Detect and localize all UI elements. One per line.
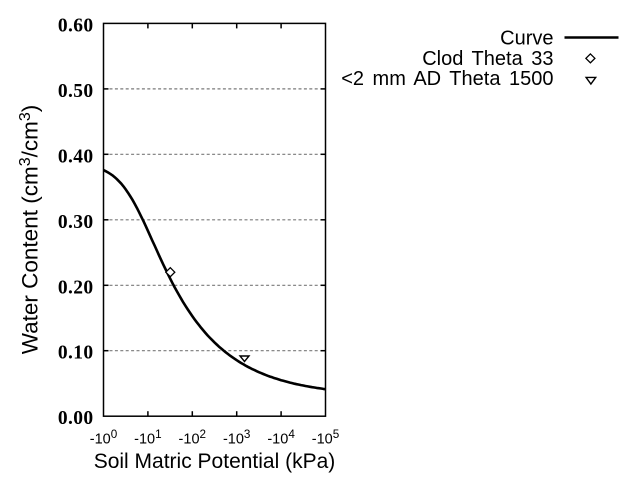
svg-text:0.00: 0.00: [58, 408, 94, 429]
svg-text:0.40: 0.40: [58, 146, 94, 167]
svg-text:-101: -101: [134, 428, 161, 448]
svg-text:0.20: 0.20: [58, 277, 94, 298]
svg-text:0.10: 0.10: [58, 343, 94, 364]
svg-text:-103: -103: [223, 428, 250, 448]
svg-text:Water Content (cm3/cm3): Water Content (cm3/cm3): [17, 105, 43, 355]
svg-text:Curve: Curve: [500, 28, 553, 50]
svg-text:0.30: 0.30: [58, 212, 94, 233]
svg-text:-102: -102: [179, 428, 206, 448]
svg-text:Clod Theta 33: Clod Theta 33: [422, 48, 553, 70]
svg-text:0.60: 0.60: [58, 15, 94, 36]
svg-text:<2 mm AD Theta 1500: <2 mm AD Theta 1500: [341, 68, 553, 90]
svg-text:Soil Matric Potential (kPa): Soil Matric Potential (kPa): [94, 450, 336, 473]
svg-text:0.50: 0.50: [58, 81, 94, 102]
